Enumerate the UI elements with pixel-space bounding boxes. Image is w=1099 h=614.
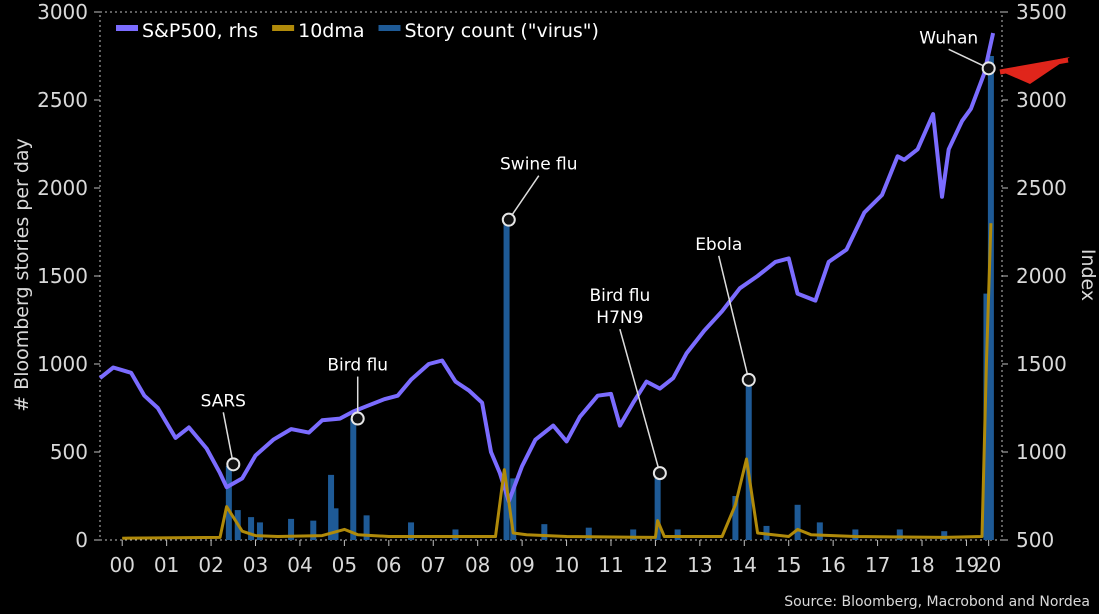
annotation-label: H7N9	[596, 308, 643, 328]
annotation-marker	[226, 457, 241, 472]
x-tick-label: 00	[109, 553, 134, 577]
y-right-tick-label: 3000	[1016, 88, 1067, 112]
sp500-line	[98, 32, 996, 504]
y-left-tick-label: 2000	[37, 176, 88, 200]
annotation-label: Bird flu	[589, 286, 650, 306]
y-left-tick-label: 1500	[37, 264, 88, 288]
red-arrow-shaft	[999, 57, 1069, 75]
x-tick-label: 11	[598, 553, 623, 577]
annotation-label: Ebola	[695, 235, 742, 255]
y-right-tick-label: 1000	[1016, 440, 1067, 464]
story-count-bar	[310, 520, 317, 540]
x-tick-label: 02	[198, 553, 223, 577]
story-count-bar	[363, 515, 370, 540]
y-right-tick-label: 3500	[1016, 0, 1067, 24]
y-axis-right-title: Index	[1077, 249, 1099, 301]
legend-label: Story count ("virus")	[405, 20, 599, 42]
x-tick-label: 05	[332, 553, 357, 577]
legend-swatch	[378, 25, 401, 31]
x-tick-label: 09	[509, 553, 534, 577]
story-count-bar	[248, 517, 255, 540]
story-count-bar	[541, 524, 548, 540]
story-count-bar	[987, 56, 994, 540]
annotation-leader	[222, 412, 235, 465]
story-count-bar	[585, 527, 592, 540]
y-right-tick-label: 2500	[1016, 176, 1067, 200]
y-right-tick-label: 2000	[1016, 264, 1067, 288]
y-left-tick-label: 500	[50, 440, 88, 464]
x-tick-label: 18	[909, 553, 934, 577]
y-axis-left-title: # Bloomberg stories per day	[11, 138, 33, 412]
story-count-bar	[654, 476, 661, 540]
annotation-marker	[981, 61, 996, 76]
annotation-label: Wuhan	[919, 28, 978, 48]
story-count-bar	[408, 522, 415, 540]
annotation-label: SARS	[201, 391, 246, 411]
story-count-bar	[745, 381, 752, 540]
story-count-bar	[332, 508, 339, 540]
story-count-bar	[288, 518, 295, 540]
x-tick-label: 20	[976, 553, 1001, 577]
story-count-bar	[941, 531, 948, 540]
x-tick-label: 12	[643, 553, 668, 577]
annotation-marker	[741, 372, 756, 387]
y-right-tick-label: 1500	[1016, 352, 1067, 376]
story-count-bar	[630, 529, 637, 540]
y-left-tick-label: 2500	[37, 88, 88, 112]
story-count-bar	[256, 522, 263, 540]
story-count-bar	[503, 219, 510, 540]
ten-dma-line	[122, 223, 993, 540]
story-count-bar	[852, 529, 859, 540]
legend-label: 10dma	[298, 20, 364, 42]
legend-swatch	[272, 25, 295, 31]
story-count-bar	[732, 496, 739, 540]
story-count-bar	[452, 529, 459, 540]
annotation-label: Bird flu	[327, 356, 388, 376]
axes: 0500100015002000250030005001000150020002…	[37, 0, 1067, 577]
x-tick-label: 04	[287, 553, 312, 577]
annotation-marker	[501, 212, 516, 227]
x-tick-label: 17	[865, 553, 890, 577]
y-left-tick-label: 3000	[37, 0, 88, 24]
x-tick-label: 13	[687, 553, 712, 577]
story-count-bar	[350, 418, 357, 540]
y-left-tick-label: 1000	[37, 352, 88, 376]
x-tick-label: 15	[776, 553, 801, 577]
story-count-bar	[896, 529, 903, 540]
x-tick-label: 14	[732, 553, 757, 577]
x-tick-label: 06	[376, 553, 401, 577]
legend-label: S&P500, rhs	[142, 20, 258, 42]
story-count-bar	[328, 474, 335, 540]
story-count-bar	[510, 478, 517, 540]
annotation-leader	[718, 255, 750, 381]
legend: S&P500, rhs 10dma Story count ("virus")	[116, 20, 599, 42]
x-tick-label: 10	[554, 553, 579, 577]
y-left-tick-label: 0	[75, 528, 88, 552]
annotation-leader	[948, 48, 989, 69]
x-tick-label: 19	[954, 553, 979, 577]
story-count-bar	[816, 522, 823, 540]
y-right-tick-label: 500	[1016, 528, 1054, 552]
x-tick-label: 07	[421, 553, 446, 577]
source-note: Source: Bloomberg, Macrobond and Nordea	[784, 594, 1090, 610]
x-tick-label: 08	[465, 553, 490, 577]
story-count-bar	[225, 466, 232, 540]
annotation-marker	[350, 411, 365, 426]
x-tick-label: 01	[154, 553, 179, 577]
annotation-leader	[508, 175, 540, 221]
line-series	[98, 32, 996, 540]
x-tick-label: 03	[243, 553, 268, 577]
annotation-label: Swine flu	[500, 155, 578, 175]
story-count-bar	[674, 529, 681, 540]
annotation-leader	[619, 328, 661, 474]
story-count-bar	[794, 504, 801, 540]
x-tick-label: 16	[820, 553, 845, 577]
annotation-marker	[652, 466, 667, 481]
legend-swatch	[116, 25, 138, 31]
